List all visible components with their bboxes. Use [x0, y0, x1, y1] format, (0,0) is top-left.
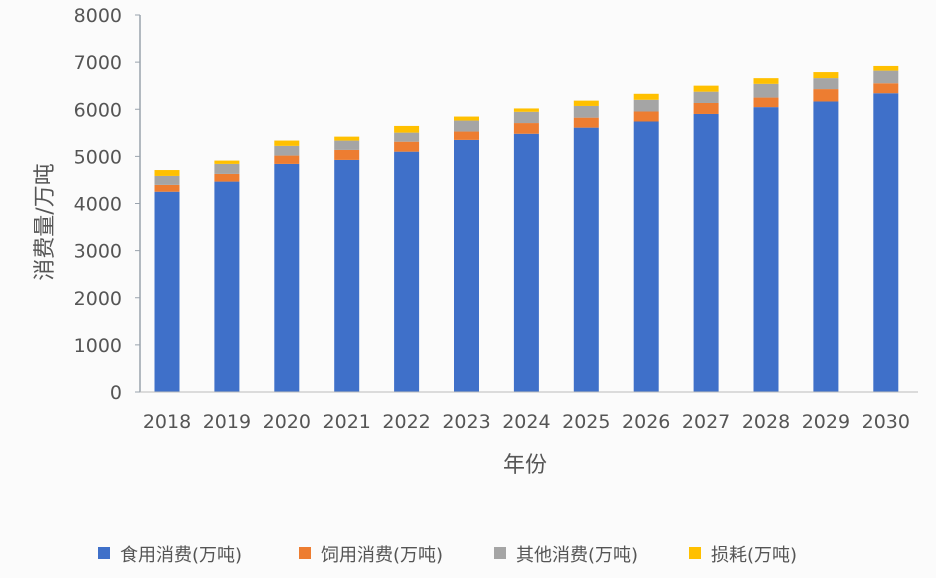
x-axis-title: 年份	[503, 453, 547, 478]
bar-segment-2030-s3	[873, 65, 899, 71]
legend-swatch	[494, 547, 506, 559]
bar-segment-2025-s1	[573, 117, 599, 128]
legend-label: 其他消费(万吨)	[516, 545, 638, 566]
x-tick-label: 2027	[682, 411, 730, 433]
bar-segment-2022-s2	[394, 132, 420, 142]
bar-segment-2024-s0	[513, 133, 539, 392]
y-axis-title: 消费量/万吨	[33, 163, 58, 280]
bar-segment-2028-s1	[753, 97, 779, 108]
bar-segment-2026-s0	[633, 121, 659, 392]
bar-segment-2029-s3	[813, 72, 839, 79]
y-tick-label: 3000	[74, 241, 122, 263]
bar-segment-2024-s2	[513, 111, 539, 124]
bar-segment-2019-s1	[214, 173, 240, 182]
bar-segment-2021-s0	[334, 159, 360, 392]
x-tick-label: 2026	[622, 411, 670, 433]
bar-segment-2028-s3	[753, 78, 779, 84]
bar-segment-2029-s1	[813, 89, 839, 102]
bar-segment-2024-s1	[513, 123, 539, 134]
legend-label: 食用消费(万吨)	[120, 545, 242, 566]
x-tick-label: 2020	[263, 411, 311, 433]
legend-swatch	[299, 547, 311, 559]
bar-segment-2027-s1	[693, 102, 719, 114]
y-tick-label: 7000	[74, 52, 122, 74]
bar-segment-2027-s3	[693, 85, 719, 92]
bar-segment-2026-s1	[633, 111, 659, 122]
bar-segment-2030-s0	[873, 93, 899, 392]
y-tick-label: 4000	[74, 194, 122, 216]
bar-segment-2027-s0	[693, 113, 719, 393]
y-tick-label: 1000	[74, 335, 122, 357]
bar-segment-2018-s1	[154, 184, 180, 192]
bar-segment-2022-s3	[394, 125, 420, 133]
x-tick-label: 2024	[502, 411, 550, 433]
bar-segment-2020-s2	[274, 145, 300, 156]
bar-segment-2029-s2	[813, 78, 839, 90]
y-tick-label: 8000	[74, 5, 122, 27]
x-tick-label: 2028	[742, 411, 790, 433]
legend-label: 损耗(万吨)	[711, 545, 797, 566]
bar-segment-2023-s2	[454, 120, 479, 132]
bar-segment-2020-s0	[274, 163, 300, 392]
bar-segment-2025-s0	[573, 127, 599, 392]
bar-segment-2018-s2	[154, 175, 180, 185]
legend-swatch	[98, 547, 110, 559]
x-tick-label: 2025	[562, 411, 610, 433]
x-tick-label: 2018	[143, 411, 191, 433]
x-tick-label: 2029	[802, 411, 850, 433]
bar-segment-2022-s0	[394, 151, 420, 392]
bar-segment-2020-s3	[274, 140, 300, 146]
bar-segment-2026-s2	[633, 99, 659, 112]
bar-segment-2025-s2	[573, 105, 599, 118]
x-tick-label: 2021	[323, 411, 371, 433]
legend: 食用消费(万吨) 饲用消费(万吨) 其他消费(万吨) 损耗(万吨)	[98, 545, 797, 566]
bar-segment-2020-s1	[274, 155, 300, 164]
legend-label: 饲用消费(万吨)	[321, 545, 443, 566]
bar-segment-2028-s2	[753, 83, 779, 98]
bar-segment-2028-s0	[753, 107, 779, 393]
bar-segment-2021-s2	[334, 140, 360, 150]
bar-segment-2029-s0	[813, 101, 839, 393]
bar-segment-2024-s3	[513, 108, 539, 112]
bar-segment-2018-s0	[154, 191, 180, 392]
bar-segment-2019-s3	[214, 160, 240, 164]
bar-segment-2025-s3	[573, 100, 599, 106]
y-tick-label: 5000	[74, 146, 122, 168]
bar-segment-2026-s3	[633, 93, 659, 100]
bar-segment-2018-s3	[154, 170, 180, 176]
x-tick-label: 2023	[442, 411, 490, 433]
x-tick-label: 2030	[862, 411, 910, 433]
bar-segment-2022-s1	[394, 141, 420, 152]
x-tick-label: 2022	[382, 411, 430, 433]
legend-swatch	[689, 547, 701, 559]
bar-segment-2023-s1	[454, 131, 479, 140]
y-tick-label: 2000	[74, 288, 122, 310]
bar-segment-2019-s0	[214, 181, 240, 392]
bar-segment-2023-s0	[454, 139, 479, 392]
bar-segment-2027-s2	[693, 91, 719, 103]
y-tick-label: 6000	[74, 99, 122, 121]
bar-segment-2030-s1	[873, 83, 899, 94]
bar-segment-2023-s3	[454, 116, 479, 121]
bar-segment-2019-s2	[214, 163, 240, 174]
y-tick-label: 0	[110, 382, 122, 404]
bar-segment-2021-s3	[334, 136, 360, 141]
bar-segment-2021-s1	[334, 149, 360, 160]
bar-segment-2030-s2	[873, 70, 899, 84]
x-tick-label: 2019	[203, 411, 251, 433]
